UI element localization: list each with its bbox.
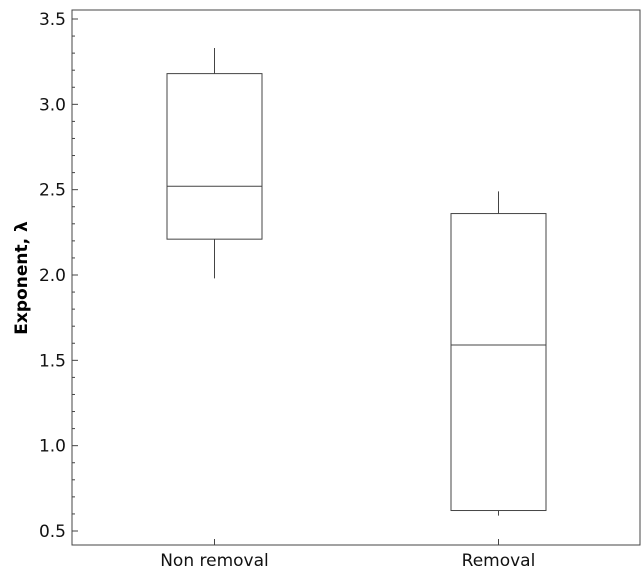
y-tick-label: 1.0 xyxy=(39,437,66,457)
iqr-box xyxy=(450,213,547,512)
box-removal xyxy=(450,191,547,516)
plot-frame xyxy=(71,9,641,546)
x-category-label: Removal xyxy=(462,551,536,570)
y-tick-label: 2.5 xyxy=(39,181,66,201)
y-tick-label: 1.5 xyxy=(39,351,66,371)
y-tick-label: 2.0 xyxy=(39,266,66,286)
boxes-layer xyxy=(166,48,547,516)
y-tick-label: 3.5 xyxy=(39,10,66,30)
y-axis-tick-labels: 0.5 1.0 1.5 2.0 2.5 3.0 3.5 xyxy=(39,10,66,542)
y-axis-ticks xyxy=(72,18,499,545)
y-tick-label: 0.5 xyxy=(39,522,66,542)
box-non-removal xyxy=(166,48,263,279)
iqr-box xyxy=(166,73,263,240)
y-axis-title: Exponent, λ xyxy=(12,221,32,335)
y-tick-label: 3.0 xyxy=(39,95,66,115)
x-axis-category-labels: Non removal Removal xyxy=(160,551,535,570)
x-category-label: Non removal xyxy=(160,551,269,570)
